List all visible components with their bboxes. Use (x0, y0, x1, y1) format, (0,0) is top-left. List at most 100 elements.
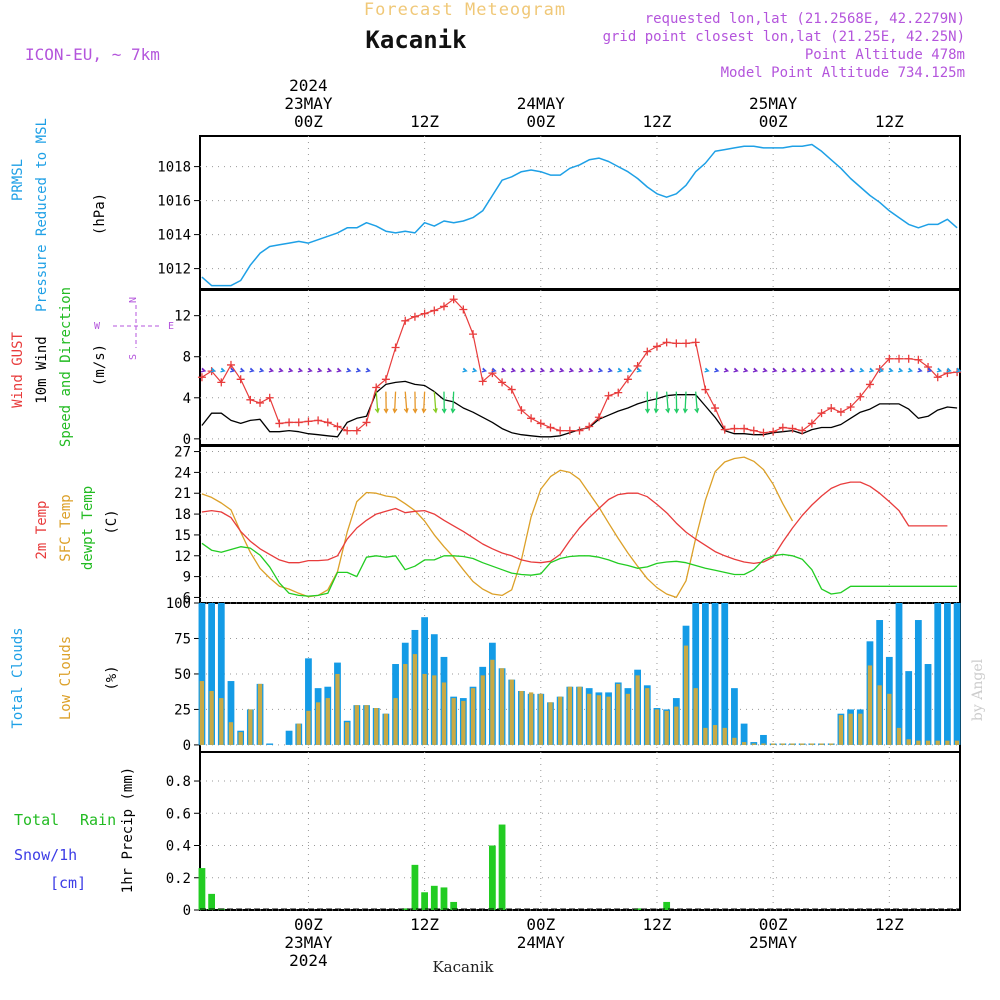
ytick-label: 0.8 (166, 774, 191, 790)
gust-marker (565, 426, 574, 435)
gust-marker (643, 347, 652, 356)
ytick-label: 75 (174, 631, 191, 647)
low-cloud-bar (722, 727, 727, 745)
gust-marker (740, 424, 749, 433)
gust-marker (788, 424, 797, 433)
low-cloud-bar (587, 693, 592, 745)
wind-direction-arrow (383, 391, 389, 414)
total-cloud-bar (895, 603, 903, 745)
low-cloud-bar (896, 727, 902, 745)
gust-marker (197, 373, 206, 382)
wind-direction-arrow (936, 367, 943, 373)
time-label-bottom: 00Z (294, 915, 323, 934)
temp-unit: (C) (104, 509, 120, 534)
total-cloud-bar (266, 743, 274, 745)
gust-marker (904, 354, 913, 363)
time-label-top: 23MAY (284, 94, 333, 113)
precip-unit: 1hr Precip (mm) (120, 767, 136, 893)
wind-direction-arrow (674, 391, 680, 414)
wind-direction-arrow (268, 367, 275, 373)
total-cloud-bar (701, 603, 709, 745)
precip-label-cm: [cm] (50, 874, 86, 892)
wind-label-gust: Wind GUST (10, 332, 26, 408)
low-cloud-bar (635, 675, 640, 745)
gust-marker (933, 373, 942, 382)
gust-marker (294, 418, 303, 427)
time-label-bottom: 24MAY (517, 933, 566, 952)
wind-direction-arrow (472, 367, 478, 373)
low-cloud-bar (674, 706, 679, 745)
low-cloud-bar (412, 654, 418, 745)
wind-direction-arrow (210, 367, 216, 373)
gust-marker (314, 416, 323, 425)
time-label-top: 12Z (410, 112, 439, 131)
gust-marker (333, 422, 342, 431)
ytick-label: 12 (174, 309, 191, 325)
low-cloud-bar (645, 688, 650, 745)
wind-direction-arrow (530, 367, 536, 373)
gust-marker (885, 354, 894, 363)
low-cloud-bar (345, 722, 350, 745)
grid-point-coords: grid point closest lon,lat (21.25E, 42.2… (603, 29, 965, 45)
gust-marker (439, 302, 448, 311)
low-cloud-bar (771, 743, 776, 745)
low-cloud-bar (683, 645, 689, 745)
wind-direction-arrow (665, 391, 671, 414)
low-cloud-bar (693, 688, 698, 745)
total-cloud-bar (305, 658, 312, 745)
gust-marker (246, 395, 255, 404)
gust-marker (585, 422, 594, 431)
plot-layer (197, 143, 962, 910)
wind-direction-arrow (820, 367, 826, 373)
ytick-label: 0 (183, 738, 191, 754)
ytick-label: 24 (174, 465, 191, 481)
cloud-label-total: Total Clouds (10, 627, 26, 728)
wind-direction-arrow (956, 367, 962, 373)
ytick-label: 6 (183, 590, 191, 606)
low-cloud-bar (916, 740, 921, 745)
low-cloud-bar (248, 709, 253, 745)
low-cloud-bar (480, 675, 485, 745)
wind-direction-arrow (326, 367, 333, 373)
wind-direction-arrow (636, 367, 642, 373)
footer-location: Kacanik (432, 958, 494, 976)
wind-direction-arrow (307, 367, 313, 373)
wind-direction-arrow (365, 367, 371, 373)
low-cloud-bar (315, 702, 321, 745)
wind-direction-arrow (288, 367, 294, 373)
compass-south: S (128, 354, 139, 360)
gust-marker (449, 295, 458, 304)
wind-direction-arrow (772, 367, 778, 373)
low-cloud-bar (606, 696, 611, 745)
wind-direction-arrow (374, 391, 380, 414)
wind-direction-arrow (839, 367, 846, 373)
pressure-label-prmsl: PRMSL (10, 159, 26, 201)
gust-marker (410, 312, 419, 321)
low-cloud-bar (703, 727, 708, 745)
low-cloud-bar (848, 713, 853, 745)
low-cloud-bar (761, 743, 766, 745)
gust-marker (275, 419, 284, 428)
low-cloud-bar (257, 683, 263, 745)
low-cloud-bar (219, 698, 224, 745)
rain-bar (401, 908, 409, 910)
axes-layer: 1012101410161018048126912151821242702550… (157, 76, 961, 970)
ytick-label: 0.4 (166, 839, 191, 855)
total-cloud-bar (953, 603, 961, 745)
cloud-unit: (%) (104, 665, 120, 690)
gust-marker (623, 375, 632, 384)
low-cloud-bar (325, 698, 330, 745)
ytick-label: 0.2 (166, 871, 191, 887)
total-cloud-bar (217, 603, 225, 745)
wind-direction-arrow (907, 367, 914, 373)
wind-direction-arrow (346, 367, 352, 373)
gust-marker (662, 338, 671, 347)
rain-bar (450, 901, 458, 910)
wind-direction-arrow (645, 391, 650, 414)
wind-label-speed-dir: Speed and Direction (58, 287, 74, 447)
total-cloud-bar (876, 620, 884, 745)
panel-frame-precipitation (199, 751, 961, 911)
gust-marker (391, 343, 400, 352)
low-cloud-bar (538, 693, 543, 745)
wind-direction-arrow (682, 391, 688, 414)
